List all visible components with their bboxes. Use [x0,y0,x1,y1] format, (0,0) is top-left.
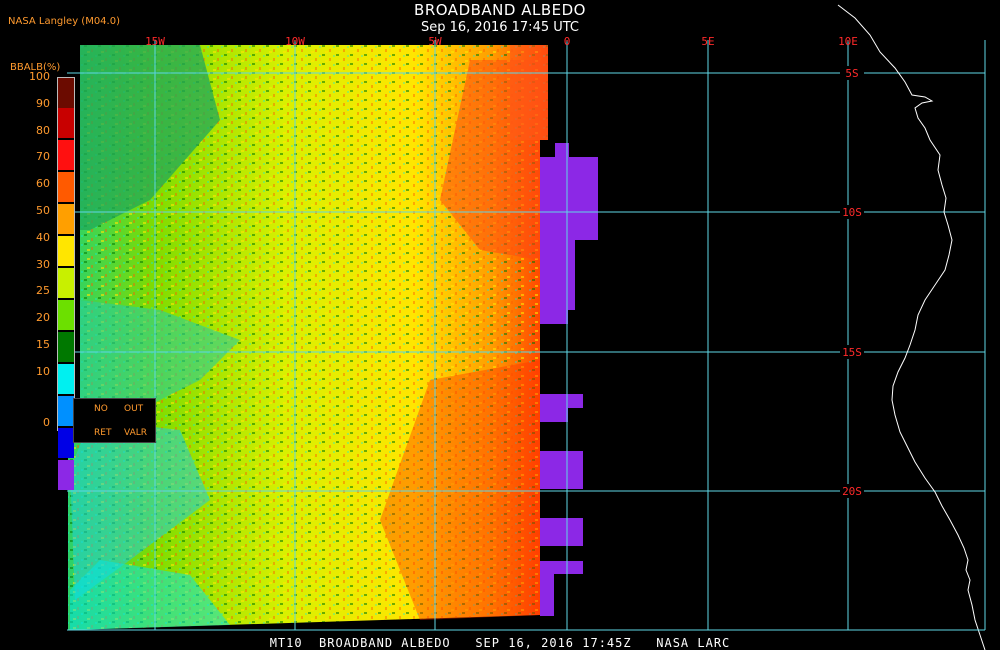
longitude-labels: 15W 10W 5W 0 5E 10E [145,35,858,48]
no-retrieval-bars [540,143,598,616]
no-retrieval-legend: NO OUT RET VALR [73,398,156,443]
legend-tick-label: 0 [43,416,50,429]
no-ret-label-2: RET [94,428,112,438]
legend-tick-label: 40 [36,230,50,244]
latitude-labels: 5S 10S 15S 20S [840,66,864,498]
legend-swatch [58,428,74,458]
legend-tick-label: 20 [36,311,50,325]
legend-swatch [58,172,74,202]
legend-title: BBALB(%) [10,62,61,73]
legend-swatch [58,300,74,330]
lon-label: 5W [428,35,442,48]
legend-tick-label: 10 [36,364,50,378]
lon-label: 10E [838,35,858,48]
lat-label: 20S [842,485,862,498]
legend-tick-label: 25 [36,284,50,298]
lat-label: 10S [842,206,862,219]
legend-swatch [58,364,74,394]
legend-tick-label: 100 [29,70,50,83]
legend-swatch [58,268,74,298]
footer-caption: MT10 BROADBAND ALBEDO SEP 16, 2016 17:45… [269,636,731,650]
legend-swatch [58,108,74,138]
legend-tick-label: 60 [36,177,50,191]
legend-tick-label: 90 [36,96,50,110]
legend-tick-label: 70 [36,150,50,164]
lat-label: 5S [845,67,858,80]
lat-lon-grid [67,40,985,630]
legend-swatch [58,460,74,490]
legend-swatch [58,396,74,426]
map-title: BROADBAND ALBEDO [414,1,586,19]
out-valr-label-2: VALR [124,428,148,438]
legend-swatch [58,140,74,170]
legend-tick-label: 50 [36,204,50,217]
no-ret-label-1: NO [94,404,108,414]
coastline [837,4,986,650]
legend-tick-label: 30 [36,257,50,271]
lon-label: 15W [145,35,165,48]
out-valr-label-1: OUT [124,404,144,414]
legend-swatch [58,78,74,108]
legend-tick-label: 15 [36,338,50,351]
lon-label: 10W [285,35,305,48]
map-timestamp: Sep 16, 2016 17:45 UTC [420,20,580,35]
lon-label: 5E [701,35,714,48]
legend-tick-label: 80 [36,123,50,137]
lon-label: 0 [564,35,571,48]
lat-label: 15S [842,346,862,359]
legend-swatch [58,332,74,362]
legend-swatch [58,236,74,266]
legend-colorbar [57,77,75,490]
agency-label: NASA Langley (M04.0) [8,16,120,27]
legend-swatch [58,204,74,234]
albedo-image [68,45,548,630]
